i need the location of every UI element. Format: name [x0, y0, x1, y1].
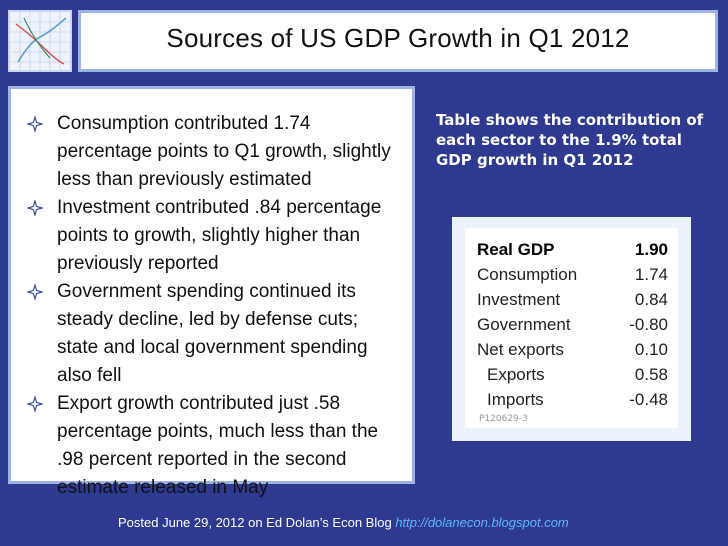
- bullet-list: Consumption contributed 1.74 percentage …: [11, 89, 412, 502]
- bullet-item-consumption: Consumption contributed 1.74 percentage …: [25, 110, 402, 194]
- row-label: Exports: [487, 365, 545, 384]
- gdp-table: Real GDP 1.90 Consumption 1.74 Investmen…: [465, 228, 678, 428]
- bullet-item-investment: Investment contributed .84 percentage po…: [25, 194, 402, 278]
- table-row: Government -0.80: [465, 315, 678, 340]
- row-value: 0.10: [634, 340, 668, 359]
- bullet-text: Investment contributed .84 percentage po…: [57, 197, 382, 274]
- row-label: Investment: [477, 290, 561, 309]
- slide-title: Sources of US GDP Growth in Q1 2012: [166, 23, 630, 53]
- footer: Posted June 29, 2012 on Ed Dolan’s Econ …: [118, 515, 569, 530]
- row-value: -0.80: [629, 315, 668, 334]
- title-banner: Sources of US GDP Growth in Q1 2012: [78, 10, 718, 72]
- row-value: 1.74: [634, 265, 668, 284]
- four-point-star-icon: [25, 390, 57, 417]
- table-header-row: Real GDP 1.90: [465, 240, 678, 265]
- four-point-star-icon: [25, 110, 57, 137]
- four-point-star-icon: [25, 278, 57, 305]
- four-point-star-icon: [25, 194, 57, 221]
- footer-text: Posted June 29, 2012 on Ed Dolan’s Econ …: [118, 515, 392, 530]
- bullet-panel: Consumption contributed 1.74 percentage …: [8, 86, 415, 498]
- bullet-item-exports: Export growth contributed just .58 perce…: [25, 390, 402, 502]
- table-row: Investment 0.84: [465, 290, 678, 315]
- table-caption: Table shows the contribution of each sec…: [436, 111, 704, 169]
- blog-logo: [8, 10, 72, 72]
- table-row: Consumption 1.74: [465, 265, 678, 290]
- row-label: Imports: [487, 390, 544, 409]
- table-row: Imports -0.48: [465, 390, 678, 415]
- row-value: -0.48: [629, 390, 668, 409]
- row-label: Net exports: [477, 340, 564, 359]
- gdp-table-panel: Real GDP 1.90 Consumption 1.74 Investmen…: [452, 217, 691, 441]
- bullet-text: Consumption contributed 1.74 percentage …: [57, 113, 391, 190]
- table-row: Exports 0.58: [465, 365, 678, 390]
- table-source-code: P120629-3: [479, 414, 528, 424]
- row-label: Real GDP: [477, 240, 555, 259]
- row-value: 0.84: [634, 290, 668, 309]
- row-label: Consumption: [477, 265, 578, 284]
- row-value: 0.58: [634, 365, 668, 384]
- row-value: 1.90: [634, 240, 668, 259]
- graph-sketch-logo-icon: [10, 12, 70, 70]
- blog-link[interactable]: http://dolanecon.blogspot.com: [395, 515, 569, 530]
- row-label: Government: [477, 315, 571, 334]
- bullet-text: Government spending continued its steady…: [57, 281, 368, 386]
- bullet-item-government: Government spending continued its steady…: [25, 278, 402, 390]
- bullet-text: Export growth contributed just .58 perce…: [57, 393, 379, 498]
- table-row: Net exports 0.10: [465, 340, 678, 365]
